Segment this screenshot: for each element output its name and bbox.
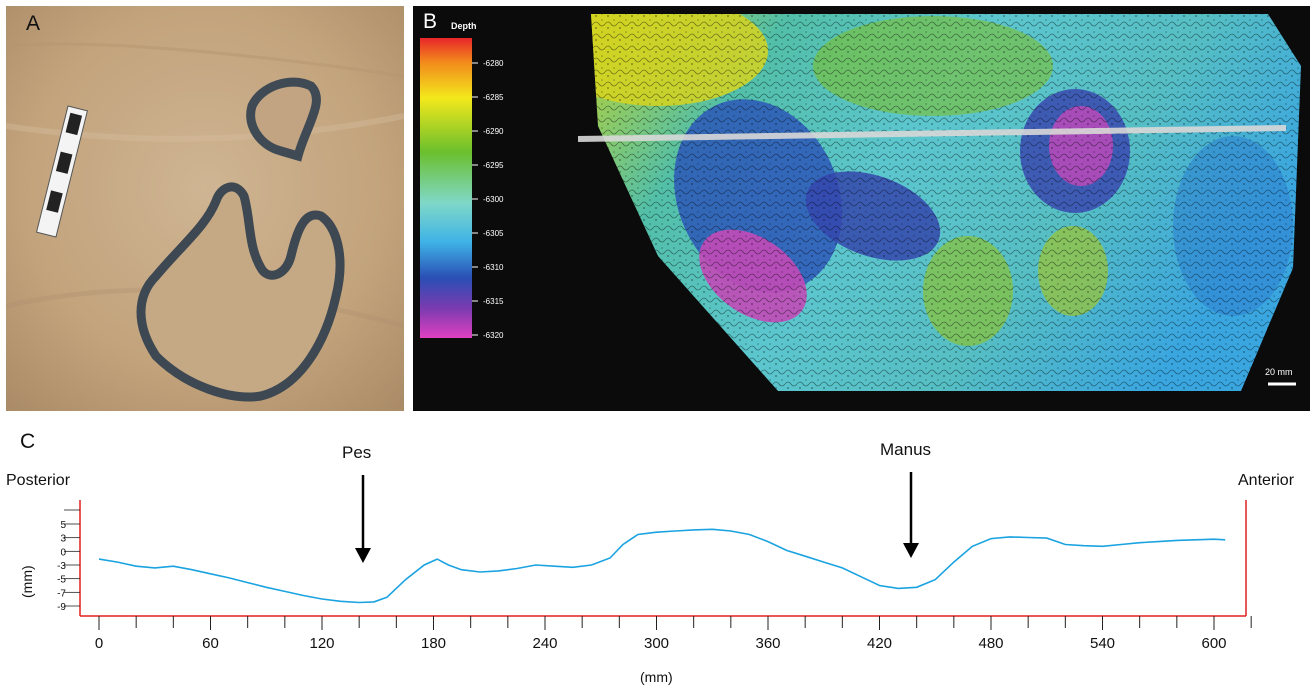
panel-c-profile: C Posterior Anterior Pes Manus (mm) (mm)… — [0, 420, 1316, 689]
y-axis-ticks: 5 3 0 -3 -5 -7 -9 — [57, 509, 80, 613]
legend-tick-label: -6300 — [483, 195, 504, 204]
legend-tick-label: -6320 — [483, 331, 504, 340]
x-tick-label: 0 — [95, 635, 103, 652]
profile-transect-line — [577, 125, 1287, 142]
x-tick-label: 300 — [644, 635, 669, 652]
pes-impression-outline — [136, 182, 345, 402]
pes-label: Pes — [342, 443, 371, 462]
y-axis-label: (mm) — [19, 565, 35, 598]
x-axis-ticks: 0 60 120 180 240 300 360 420 480 540 600 — [95, 616, 1252, 652]
y-tick-label: 0 — [60, 547, 66, 558]
scale-bar-photo — [35, 105, 89, 238]
profile-chart: C Posterior Anterior Pes Manus (mm) (mm)… — [6, 430, 1295, 685]
legend-tick-label: -6280 — [483, 59, 504, 68]
panel-b-label: B — [423, 10, 438, 33]
manus-impression-outline — [246, 77, 321, 162]
scale-bar-label: 20 mm — [1265, 367, 1293, 377]
legend-tick-label: -6290 — [483, 127, 504, 136]
y-tick-label: -9 — [57, 602, 66, 613]
x-tick-label: 180 — [421, 635, 446, 652]
manus-label: Manus — [880, 440, 931, 459]
legend-tick-label: -6285 — [483, 93, 504, 102]
legend-tick-label: -6310 — [483, 263, 504, 272]
x-tick-label: 600 — [1201, 635, 1226, 652]
x-tick-label: 120 — [309, 635, 334, 652]
panel-b-depth-map: Depth -6280 -6285 -6290 -6295 -6300 -6305 -631… — [413, 6, 1310, 411]
x-tick-label: 420 — [867, 635, 892, 652]
y-tick-label: -3 — [57, 561, 66, 572]
depth-legend-ticks: -6280 -6285 -6290 -6295 -6300 -6305 -6310 -6315… — [472, 59, 504, 340]
x-tick-label: 480 — [978, 635, 1003, 652]
depth-legend-colorbar — [420, 38, 472, 338]
y-tick-label: -5 — [57, 575, 66, 586]
manus-arrow — [903, 472, 919, 558]
footprint-photo — [6, 6, 404, 411]
x-tick-label: 60 — [202, 635, 219, 652]
x-axis-label: (mm) — [640, 669, 673, 685]
panel-a-label: A — [26, 12, 41, 35]
depth-surface — [591, 14, 1301, 391]
y-tick-label: 5 — [60, 520, 66, 531]
panel-a-photo: A — [6, 6, 404, 411]
y-tick-label: 3 — [60, 534, 66, 545]
legend-tick-label: -6305 — [483, 229, 504, 238]
pes-arrow — [355, 475, 371, 563]
x-tick-label: 540 — [1090, 635, 1115, 652]
legend-tick-label: -6315 — [483, 297, 504, 306]
legend-tick-label: -6295 — [483, 161, 504, 170]
posterior-label: Posterior — [6, 472, 71, 489]
x-tick-label: 360 — [755, 635, 780, 652]
depth-map: Depth -6280 -6285 -6290 -6295 -6300 -6305 -631… — [420, 14, 1301, 391]
depth-legend-title: Depth — [451, 21, 477, 31]
profile-line — [98, 528, 1226, 604]
x-tick-label: 240 — [532, 635, 557, 652]
y-tick-label: -7 — [57, 588, 66, 599]
panel-c-label: C — [20, 430, 35, 453]
anterior-label: Anterior — [1238, 472, 1295, 489]
